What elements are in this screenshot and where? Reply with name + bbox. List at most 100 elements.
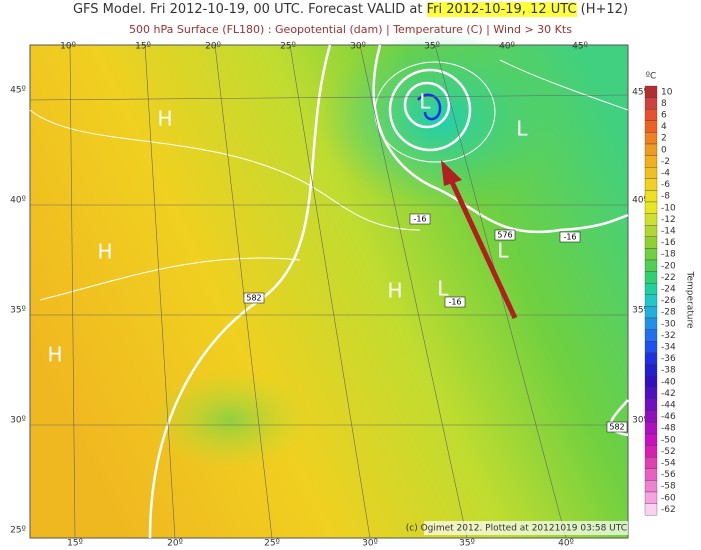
colorbar-swatch (644, 317, 658, 330)
colorbar-swatch (644, 109, 658, 121)
colorbar-swatch (644, 155, 658, 168)
colorbar-label: -12 (661, 215, 676, 225)
colorbar-label: -6 (661, 180, 670, 190)
colorbar-label: -40 (661, 377, 676, 387)
lon-label: 20º (205, 42, 221, 52)
colorbar-swatch (644, 457, 658, 469)
lat-label: 30º (10, 416, 26, 426)
lat-label: 35º (10, 306, 26, 316)
lat-label: 45º (10, 86, 26, 96)
colorbar-swatch (644, 271, 658, 284)
colorbar-label: -28 (661, 308, 676, 318)
colorbar-label: -4 (661, 169, 670, 179)
lon-label: 30º (362, 539, 378, 549)
colorbar-swatch (644, 445, 658, 458)
pressure-center: H (157, 107, 172, 131)
lat-label: 30º (632, 416, 648, 426)
contour-label: -16 (413, 215, 426, 224)
contour-label-box (494, 229, 516, 241)
colorbar-swatch (644, 329, 658, 342)
lon-label: 40º (499, 42, 515, 52)
colorbar-swatch (644, 375, 658, 388)
lon-label: 20º (167, 539, 183, 549)
colorbar-swatch (644, 387, 658, 400)
colorbar-swatch (644, 213, 658, 226)
colorbar-swatch (644, 132, 658, 145)
contour-label-box (243, 292, 265, 304)
colorbar-swatch (644, 283, 658, 295)
pressure-center: L (437, 277, 449, 301)
colorbar-swatch (644, 352, 658, 365)
colorbar-swatch (644, 480, 658, 493)
colorbar-swatch (644, 491, 658, 504)
colorbar-swatch (644, 259, 658, 272)
colorbar-swatch (644, 143, 658, 156)
colorbar-label: 10 (661, 87, 673, 97)
lon-label: 25º (280, 42, 296, 52)
colorbar-swatch (644, 433, 658, 446)
contour-label-box (606, 421, 628, 433)
colorbar-swatch (644, 294, 658, 307)
lon-label: 15º (67, 539, 83, 549)
colorbar-swatch (644, 410, 658, 423)
lat-label: 45º (632, 88, 648, 98)
colorbar-label: 8 (661, 99, 667, 109)
colorbar-label: -26 (661, 296, 676, 306)
colorbar-label: -48 (661, 424, 676, 434)
colorbar-label: -46 (661, 412, 676, 422)
colorbar-label: 0 (661, 145, 667, 155)
colorbar-label: -58 (661, 482, 676, 492)
colorbar-label: -60 (661, 493, 676, 503)
colorbar-label: -30 (661, 319, 676, 329)
colorbar-label: -20 (661, 261, 676, 271)
colorbar-swatch (644, 167, 658, 179)
colorbar-label: -10 (661, 203, 676, 213)
credit-bg (424, 521, 628, 535)
colorbar-swatch (644, 364, 658, 377)
contour-label: 576 (497, 231, 512, 240)
colorbar-label: -54 (661, 459, 676, 469)
lat-label: 35º (632, 306, 648, 316)
pressure-center: L (497, 239, 509, 263)
pressure-center: L (419, 90, 431, 114)
credit: (c) Ogimet 2012. Plotted at 20121019 03:… (406, 524, 627, 534)
colorbar-swatch (644, 85, 658, 98)
valid-time: Fri 2012-10-19, 12 UTC (426, 2, 577, 17)
colorbar-swatch (644, 399, 658, 411)
contour-label-box (444, 296, 466, 308)
lat-label: 40º (632, 196, 648, 206)
lon-label: 40º (558, 539, 574, 549)
colorbar-label: 2 (661, 134, 667, 144)
colorbar-label: -56 (661, 470, 676, 480)
colorbar-title: Temperature (685, 270, 695, 328)
contour-label: -16 (563, 233, 576, 242)
title: GFS Model. Fri 2012-10-19, 00 UTC. Forec… (0, 2, 701, 17)
lat-label: 40º (10, 196, 26, 206)
lon-label: 30º (350, 42, 366, 52)
colorbar-swatch (644, 468, 658, 481)
colorbar-swatch (644, 120, 658, 133)
colorbar-label: -2 (661, 157, 670, 167)
contour-label: 582 (609, 423, 624, 432)
colorbar-label: -42 (661, 389, 676, 399)
lon-label: 10º (60, 42, 76, 52)
colorbar-label: -34 (661, 343, 676, 353)
colorbar-swatch (644, 236, 658, 249)
colorbar-swatch (644, 306, 658, 319)
title-text: (H+12) (576, 2, 629, 17)
colorbar-swatch (644, 503, 658, 516)
colorbar-swatch (644, 178, 658, 191)
lon-label: 45º (572, 42, 588, 52)
colorbar-label: 4 (661, 122, 667, 132)
colorbar-label: -50 (661, 435, 676, 445)
colorbar-label: -52 (661, 447, 676, 457)
pressure-center: H (97, 240, 112, 264)
lon-label: 15º (135, 42, 151, 52)
colorbar-swatch (644, 248, 658, 261)
colorbar-label: -14 (661, 227, 676, 237)
pressure-center: H (47, 343, 62, 367)
title-text: GFS Model. Fri 2012-10-19, 00 UTC. Forec… (72, 2, 427, 17)
pressure-center: L (516, 117, 528, 141)
contour-label: 582 (246, 294, 261, 303)
colorbar-label: -18 (661, 250, 676, 260)
